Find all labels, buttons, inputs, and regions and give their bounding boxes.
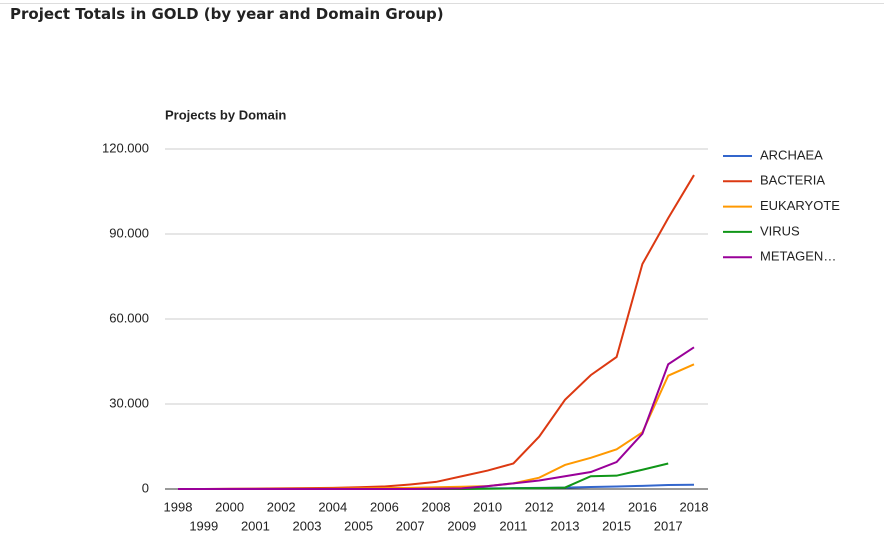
x-tick-label: 2018 xyxy=(680,499,709,514)
legend-label: METAGEN… xyxy=(760,249,836,264)
legend-label: BACTERIA xyxy=(760,173,825,188)
series-line xyxy=(178,346,695,490)
x-tick-label: 1999 xyxy=(189,518,218,533)
x-tick-label: 2014 xyxy=(576,499,605,514)
x-tick-label: 2000 xyxy=(215,499,244,514)
series-line xyxy=(178,174,695,490)
x-tick-label: 2015 xyxy=(602,518,631,533)
x-tick-label: 2001 xyxy=(241,518,270,533)
legend-label: ARCHAEA xyxy=(760,147,823,162)
x-tick-label: 2010 xyxy=(473,499,502,514)
x-tick-label: 2002 xyxy=(267,499,296,514)
x-tick-label: 1998 xyxy=(164,499,193,514)
series-line xyxy=(178,363,695,490)
x-tick-label: 2004 xyxy=(318,499,347,514)
legend-label: VIRUS xyxy=(760,223,800,238)
chart-title: Projects by Domain xyxy=(165,107,286,122)
x-tick-label: 2016 xyxy=(628,499,657,514)
x-tick-label: 2005 xyxy=(344,518,373,533)
y-tick-label: 90.000 xyxy=(109,225,149,240)
x-tick-label: 2012 xyxy=(525,499,554,514)
x-tick-label: 2009 xyxy=(447,518,476,533)
top-border xyxy=(0,3,884,4)
x-tick-label: 2008 xyxy=(422,499,451,514)
x-tick-label: 2003 xyxy=(293,518,322,533)
x-tick-label: 2011 xyxy=(499,518,527,533)
x-tick-label: 2013 xyxy=(551,518,580,533)
series-line xyxy=(178,462,669,490)
y-tick-label: 0 xyxy=(142,480,149,495)
y-tick-label: 60.000 xyxy=(109,310,149,325)
y-tick-label: 120.000 xyxy=(102,140,149,155)
page-title: Project Totals in GOLD (by year and Doma… xyxy=(10,5,444,23)
x-tick-label: 2017 xyxy=(654,518,683,533)
x-tick-label: 2006 xyxy=(370,499,399,514)
x-tick-label: 2007 xyxy=(396,518,425,533)
y-tick-label: 30.000 xyxy=(109,395,149,410)
legend-label: EUKARYOTE xyxy=(760,198,840,213)
